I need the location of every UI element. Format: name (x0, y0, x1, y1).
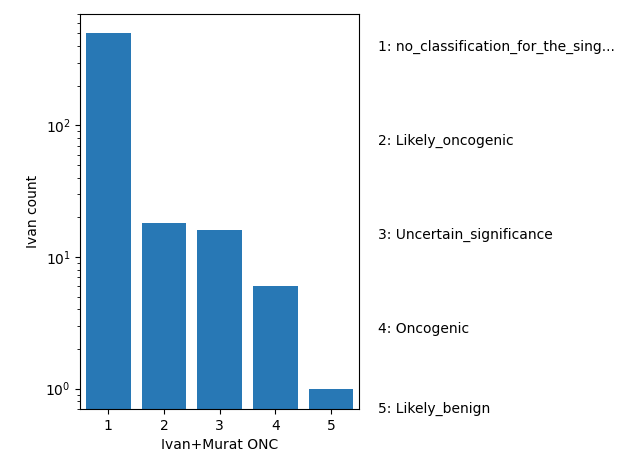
Text: 4: Oncogenic: 4: Oncogenic (378, 322, 469, 336)
Bar (253, 286, 298, 470)
X-axis label: Ivan+Murat ONC: Ivan+Murat ONC (161, 438, 279, 452)
Bar (142, 223, 186, 470)
Bar (309, 389, 353, 470)
Bar (197, 230, 242, 470)
Bar (86, 33, 131, 470)
Text: 3: Uncertain_significance: 3: Uncertain_significance (378, 228, 552, 242)
Y-axis label: Ivan count: Ivan count (26, 175, 40, 248)
Text: 5: Likely_benign: 5: Likely_benign (378, 402, 490, 416)
Text: 2: Likely_oncogenic: 2: Likely_oncogenic (378, 134, 513, 148)
Text: 1: no_classification_for_the_sing...: 1: no_classification_for_the_sing... (378, 40, 615, 54)
